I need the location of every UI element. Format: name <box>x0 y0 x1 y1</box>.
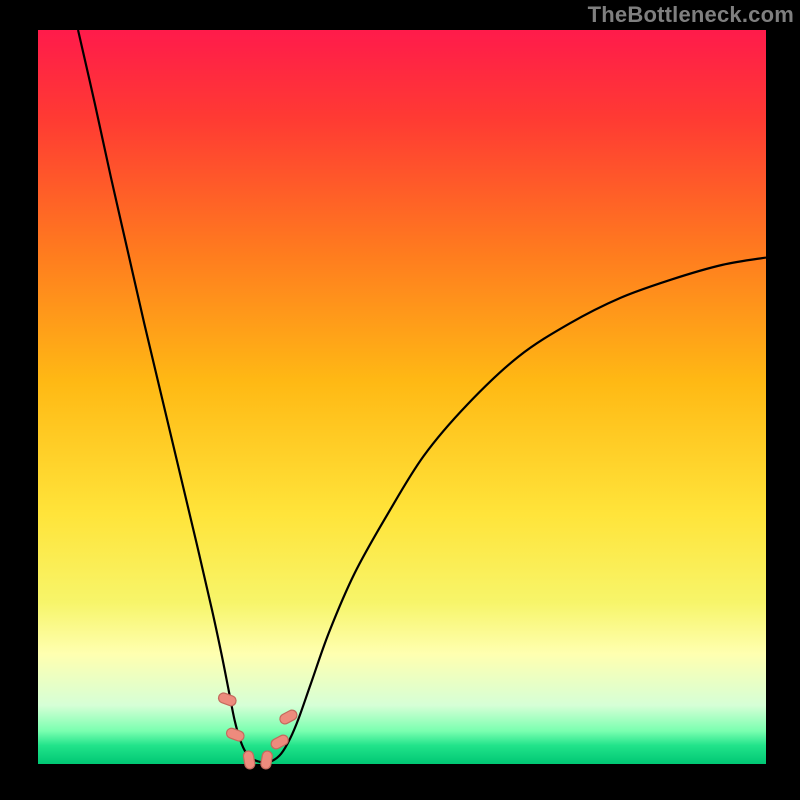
gradient-background <box>38 30 766 764</box>
chart-svg <box>0 0 800 800</box>
watermark: TheBottleneck.com <box>588 2 794 28</box>
chart-container: TheBottleneck.com <box>0 0 800 800</box>
